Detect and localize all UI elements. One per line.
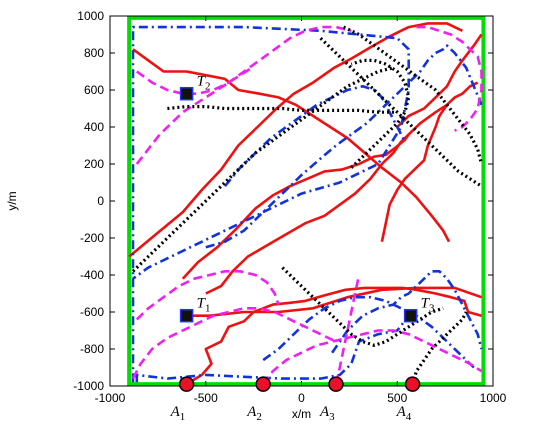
x-tick-label-3: 500 — [387, 391, 407, 405]
axis-ticks: -1000 -500 0 500 1000 -1000 -800 -600 -400 -200 0 2… — [73, 9, 506, 405]
y-tick-label-9: 800 — [84, 46, 104, 60]
trajectory-red-2 — [186, 286, 482, 318]
x-tick-label-0: -1000 — [95, 391, 126, 405]
trajectory-magenta-21 — [334, 274, 361, 385]
trajectory-blue-9 — [131, 25, 411, 383]
boundary-rect — [127, 15, 486, 387]
trajectory-red-4 — [132, 48, 451, 243]
trajectory-black-28 — [350, 58, 411, 169]
trajectory-red-3 — [128, 22, 463, 258]
x-tick-label-1: -500 — [194, 391, 218, 405]
y-tick-label-3: -400 — [80, 268, 104, 282]
agent-marker-3 — [328, 376, 344, 392]
y-tick-label-8: 600 — [84, 83, 104, 97]
trajectory-black-23 — [167, 104, 398, 114]
trajectory-magenta-16 — [135, 269, 280, 321]
agent-marker-2 — [255, 376, 271, 392]
agent-marker-1 — [178, 376, 195, 392]
trajectory-blue-13 — [223, 85, 407, 188]
trajectory-blue-12 — [331, 269, 483, 354]
y-tick-label-6: 200 — [84, 157, 104, 171]
trajectory-magenta-20 — [416, 25, 483, 132]
y-tick-label-10: 1000 — [77, 9, 104, 23]
trajectory-red-6 — [380, 81, 479, 242]
trajectory-black-27 — [411, 311, 468, 385]
y-tick-label-5: 0 — [97, 194, 104, 208]
target-marker-1 — [179, 308, 194, 323]
y-tick-label-1: -800 — [80, 342, 104, 356]
x-tick-label-4: 1000 — [480, 391, 507, 405]
y-tick-label-0: -1000 — [73, 379, 104, 393]
trajectory-red-5 — [181, 133, 410, 280]
trajectory-black-24 — [319, 37, 483, 188]
x-tick-label-2: 0 — [298, 391, 305, 405]
trajectory-black-25 — [342, 25, 484, 165]
target-marker-3 — [403, 308, 418, 323]
trajectory-blue-10 — [135, 314, 410, 383]
target-marker-2 — [179, 86, 194, 101]
agent-marker-4 — [404, 376, 421, 392]
trajectory-black-22 — [131, 66, 394, 273]
trajectory-blue-14 — [262, 295, 475, 369]
trajectory-red-8 — [205, 103, 448, 295]
y-tick-label-4: -200 — [80, 231, 104, 245]
y-tick-label-7: 400 — [84, 120, 104, 134]
y-axis-label: y/m — [5, 191, 19, 210]
trajectory-magenta-15 — [262, 329, 483, 385]
trajectory-magenta-19 — [131, 306, 337, 380]
y-tick-label-2: -600 — [80, 305, 104, 319]
trajectory-red-1 — [185, 286, 482, 386]
trajectory-magenta-18 — [135, 66, 253, 165]
x-axis-label: x/m — [292, 407, 311, 421]
